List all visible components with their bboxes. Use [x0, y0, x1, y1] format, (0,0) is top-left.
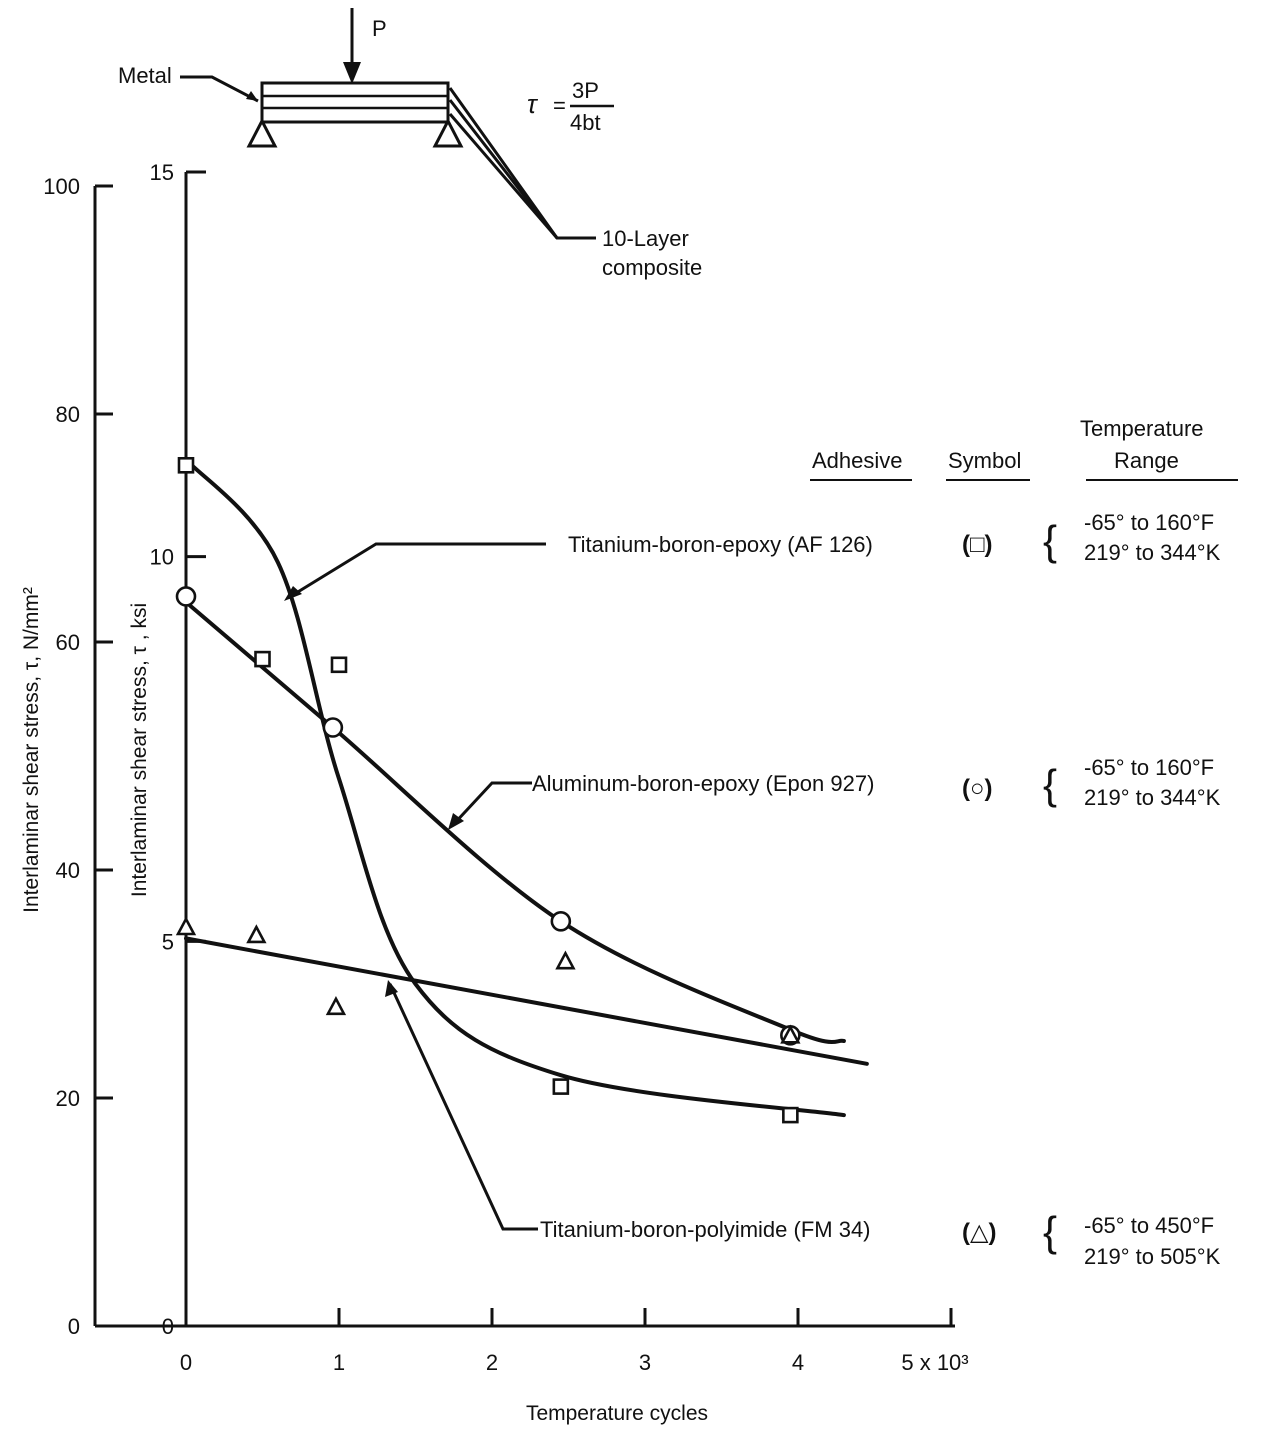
data-point-square	[552, 1078, 570, 1095]
composite-leader-3	[448, 113, 559, 239]
range-kelvin: 219° to 505°K	[1084, 1244, 1221, 1269]
header-adhesive: Adhesive	[812, 448, 903, 473]
x-tick-label: 3	[639, 1350, 651, 1375]
y-tick-label-ksi: 15	[150, 160, 174, 185]
tick-marks	[95, 170, 953, 1328]
range-fahrenheit: -65° to 160°F	[1084, 510, 1214, 535]
x-tick-label: 0	[180, 1350, 192, 1375]
composite-label-line1: 10-Layer	[602, 226, 689, 251]
data-point-square	[177, 456, 195, 474]
legend-table-header: Adhesive Symbol Temperature Range	[810, 416, 1238, 481]
y-tick-label-left: 20	[56, 1086, 80, 1111]
callout-leader-fm34	[388, 983, 538, 1231]
legend-row-epon927: (○) { -65° to 160°F 219° to 344°K	[962, 755, 1221, 810]
range-brace: {	[1043, 1208, 1057, 1255]
metal-leader-arrow	[246, 91, 258, 101]
y-tick-label-left: 60	[56, 630, 80, 655]
load-label: P	[372, 16, 387, 41]
formula-equals: =	[553, 93, 566, 118]
series-curve-af126	[184, 457, 846, 1118]
formula-denominator: 4bt	[570, 110, 601, 135]
x-tick-label: 5 x 10³	[901, 1350, 968, 1375]
y-tick-label-ksi: 10	[150, 545, 174, 570]
composite-leader-2	[448, 99, 559, 239]
y-tick-label-left: 80	[56, 402, 80, 427]
tick-labels: 0 20 40 60 80 100 0 5 10 15 0 1 2 3 4 5 x 10³	[43, 160, 968, 1375]
legend-row-af126: (□) { -65° to 160°F 219° to 344°K	[962, 510, 1221, 565]
x-axis-label: Temperature cycles	[526, 1402, 708, 1425]
callout-leader-epon927	[450, 781, 532, 828]
left-support-icon	[246, 117, 278, 148]
data-point-circle	[175, 586, 197, 607]
y-tick-label-left: 0	[68, 1314, 80, 1339]
range-brace: {	[1043, 517, 1057, 564]
legend-row-fm34: (△) { -65° to 450°F 219° to 505°K	[962, 1208, 1221, 1269]
data-point-circle	[550, 910, 572, 932]
range-kelvin: 219° to 344°K	[1084, 540, 1221, 565]
load-arrow-head	[343, 62, 361, 84]
data-point-triangle	[325, 996, 347, 1016]
series-curve-epon927	[184, 600, 846, 1045]
y-tick-label-ksi: 5	[162, 929, 174, 954]
data-point-circle	[322, 717, 344, 738]
callout-arrow-af126	[284, 586, 302, 601]
data-point-square	[782, 1106, 799, 1124]
data-point-triangle	[555, 950, 576, 970]
symbol-triangle: (△)	[962, 1219, 996, 1246]
symbol-circle: (○)	[962, 775, 992, 802]
callout-leader-af126	[287, 542, 546, 600]
range-fahrenheit: -65° to 450°F	[1084, 1213, 1214, 1238]
data-point-square	[330, 656, 348, 674]
series-label-fm34: Titanium-boron-polyimide (FM 34)	[540, 1217, 871, 1242]
data-markers	[175, 456, 801, 1124]
range-fahrenheit: -65° to 160°F	[1084, 755, 1214, 780]
series-curve-fm34	[184, 936, 869, 1066]
x-tick-label: 1	[333, 1350, 345, 1375]
axes: 0 20 40 60 80 100 0 5 10 15 0 1 2 3 4 5 x 10³	[43, 160, 968, 1375]
y-tick-label-left: 100	[43, 174, 80, 199]
y-tick-label-left: 40	[56, 858, 80, 883]
right-support-icon	[432, 117, 464, 148]
range-kelvin: 219° to 344°K	[1084, 785, 1221, 810]
symbol-square: (□)	[962, 531, 992, 558]
y-tick-label-ksi: 0	[162, 1314, 174, 1339]
data-point-triangle	[780, 1024, 801, 1044]
y-axis-label-left: Interlaminar shear stress, τ, N/mm²	[20, 587, 43, 913]
series-label-af126: Titanium-boron-epoxy (AF 126)	[568, 532, 873, 557]
metal-leader	[180, 75, 259, 103]
metal-label: Metal	[118, 63, 172, 88]
data-point-triangle	[175, 916, 197, 936]
header-range-line2: Range	[1114, 448, 1179, 473]
beam-specimen	[260, 81, 450, 124]
range-brace: {	[1043, 761, 1057, 808]
header-symbol: Symbol	[948, 448, 1021, 473]
callout-arrow-epon927	[448, 813, 464, 830]
composite-label-line2: composite	[602, 255, 702, 280]
data-point-square	[254, 650, 271, 668]
formula-tau: τ	[527, 89, 539, 119]
callout-arrow-fm34	[385, 980, 398, 997]
data-point-triangle	[246, 924, 267, 944]
x-tick-label: 4	[792, 1350, 804, 1375]
header-range-line1: Temperature	[1080, 416, 1204, 441]
series-label-epon927: Aluminum-boron-epoxy (Epon 927)	[532, 771, 874, 796]
series-callouts: Titanium-boron-epoxy (AF 126) Aluminum-b…	[284, 532, 874, 1242]
formula-numerator: 3P	[572, 78, 599, 103]
beam-diagram: P Metal 10-Layer composite τ = 3P 4bt	[118, 8, 702, 280]
x-tick-label: 2	[486, 1350, 498, 1375]
y-axis-label-ksi: Interlaminar shear stress, τ , ksi	[128, 603, 151, 897]
